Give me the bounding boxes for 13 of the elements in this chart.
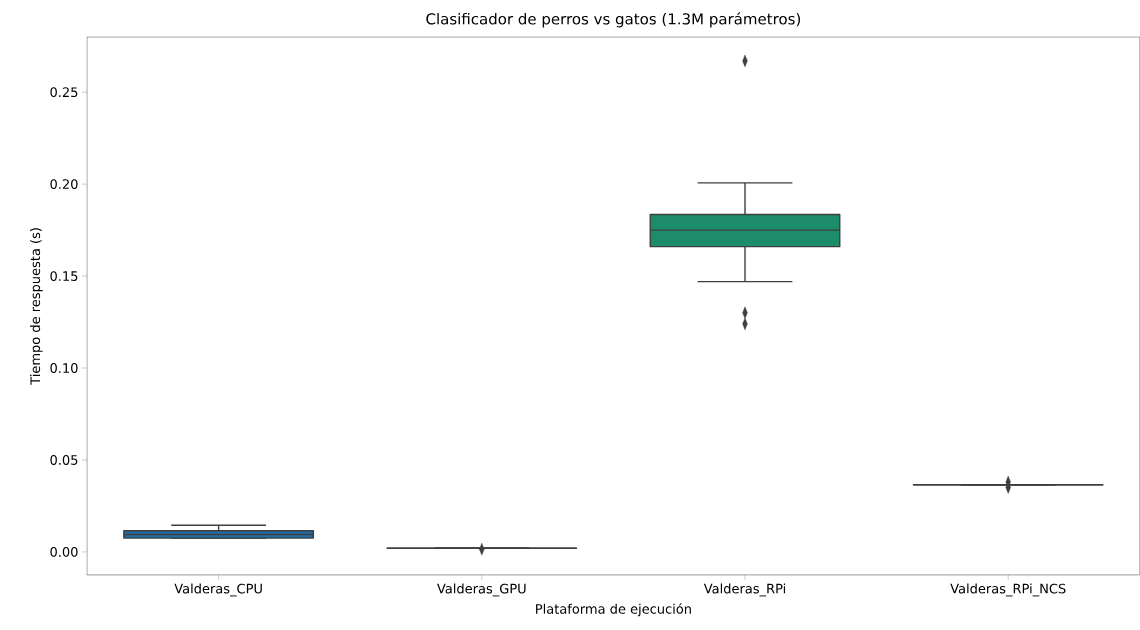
y-tick-label: 0.25 (50, 87, 78, 98)
y-tick-label: 0.00 (50, 547, 78, 557)
x-axis-title: Plataforma de ejecución (536, 603, 691, 617)
x-tick-label: Valderas_CPU (174, 583, 262, 597)
x-tick-label: Valderas_RPi (703, 583, 786, 597)
y-tick-label: 0.15 (50, 271, 78, 282)
y-tick-label: 0.05 (50, 455, 78, 465)
y-tick-label: 0.10 (50, 363, 78, 373)
y-tick-label: 0.20 (50, 179, 78, 190)
x-tick-label: Valderas_GPU (437, 583, 526, 597)
y-axis-title: Tiempo de respuesta (s) (30, 228, 43, 385)
chart-title: Clasificador de perros vs gatos (1.3M parámetros) (426, 12, 801, 28)
x-tick-label: Valderas_RPi_NCS (950, 583, 1066, 597)
